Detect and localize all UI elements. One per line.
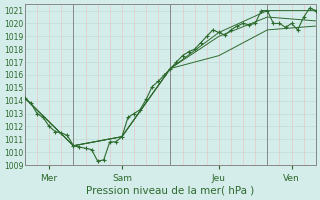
X-axis label: Pression niveau de la mer( hPa ): Pression niveau de la mer( hPa ): [86, 186, 254, 196]
